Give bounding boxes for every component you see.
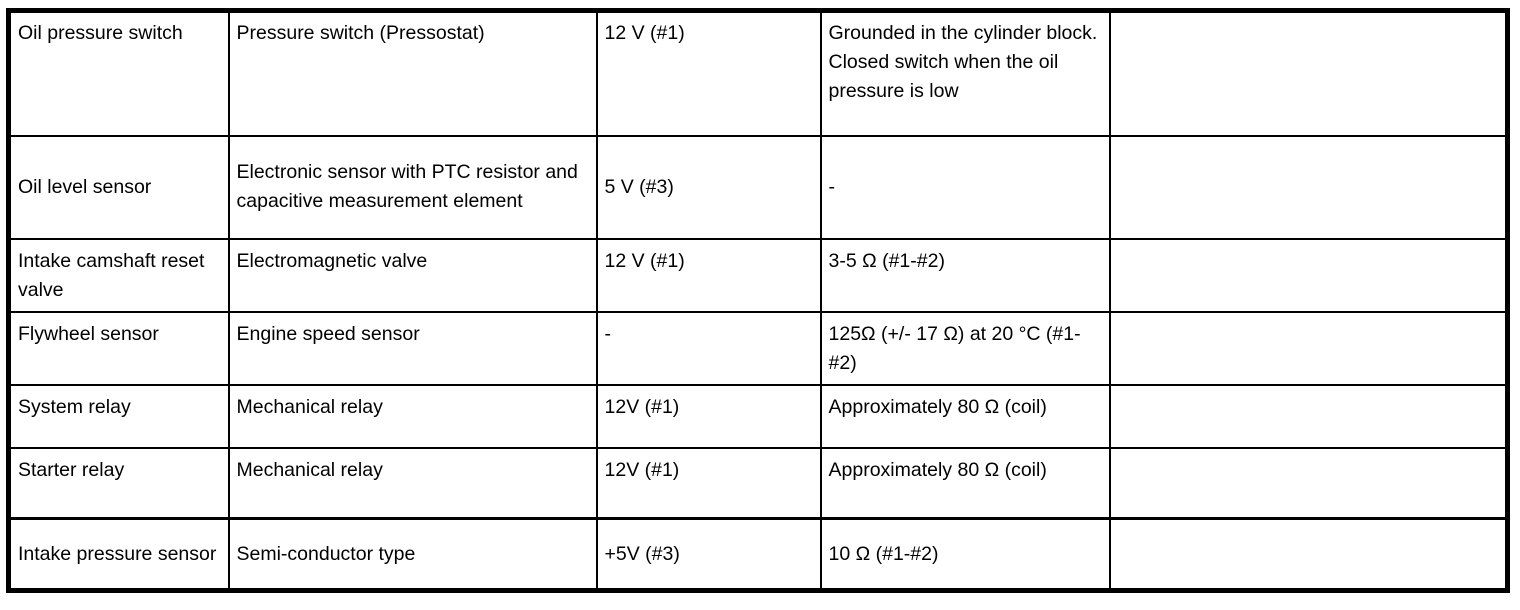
cell-voltage: 12V (#1) (595, 446, 822, 520)
cell-voltage: +5V (#3) (595, 517, 822, 592)
cell-voltage: 12 V (#1) (595, 237, 822, 313)
cell-empty (1108, 134, 1509, 240)
cell-voltage: 12 V (#1) (595, 9, 822, 137)
table-row: Oil pressure switch Pressure switch (Pre… (7, 9, 1509, 137)
table-row: Intake pressure sensor Semi-conductor ty… (7, 517, 1509, 592)
cell-voltage: - (595, 310, 822, 386)
table-row: Flywheel sensor Engine speed sensor - 12… (7, 310, 1509, 386)
cell-resistance-note: Grounded in the cylinder block. Closed s… (819, 9, 1111, 137)
cell-component-name: Oil pressure switch (7, 9, 230, 137)
table-row: Oil level sensor Electronic sensor with … (7, 134, 1509, 240)
cell-empty (1108, 517, 1509, 592)
cell-resistance-note: 125Ω (+/- 17 Ω) at 20 °C (#1-#2) (819, 310, 1111, 386)
cell-resistance-note: Approximately 80 Ω (coil) (819, 383, 1111, 449)
cell-resistance-note: Approximately 80 Ω (coil) (819, 446, 1111, 520)
table-row: Starter relay Mechanical relay 12V (#1) … (7, 446, 1509, 520)
cell-description: Electronic sensor with PTC resistor and … (227, 134, 598, 240)
component-spec-table: Oil pressure switch Pressure switch (Pre… (6, 8, 1510, 593)
cell-description: Mechanical relay (227, 446, 598, 520)
cell-component-name: Oil level sensor (7, 134, 230, 240)
cell-empty (1108, 383, 1509, 449)
cell-description: Electromagnetic valve (227, 237, 598, 313)
cell-resistance-note: 10 Ω (#1-#2) (819, 517, 1111, 592)
cell-empty (1108, 237, 1509, 313)
cell-voltage: 5 V (#3) (595, 134, 822, 240)
cell-voltage: 12V (#1) (595, 383, 822, 449)
cell-empty (1108, 446, 1509, 520)
cell-empty (1108, 9, 1509, 137)
cell-description: Engine speed sensor (227, 310, 598, 386)
cell-resistance-note: 3-5 Ω (#1-#2) (819, 237, 1111, 313)
table-row: Intake camshaft reset valve Electromagne… (7, 237, 1509, 313)
cell-component-name: System relay (7, 383, 230, 449)
cell-description: Pressure switch (Pressostat) (227, 9, 598, 137)
cell-component-name: Intake pressure sensor (7, 517, 230, 592)
cell-description: Mechanical relay (227, 383, 598, 449)
cell-component-name: Intake camshaft reset valve (7, 237, 230, 313)
cell-component-name: Starter relay (7, 446, 230, 520)
cell-description: Semi-conductor type (227, 517, 598, 592)
cell-resistance-note: - (819, 134, 1111, 240)
cell-component-name: Flywheel sensor (7, 310, 230, 386)
table-row: System relay Mechanical relay 12V (#1) A… (7, 383, 1509, 449)
cell-empty (1108, 310, 1509, 386)
